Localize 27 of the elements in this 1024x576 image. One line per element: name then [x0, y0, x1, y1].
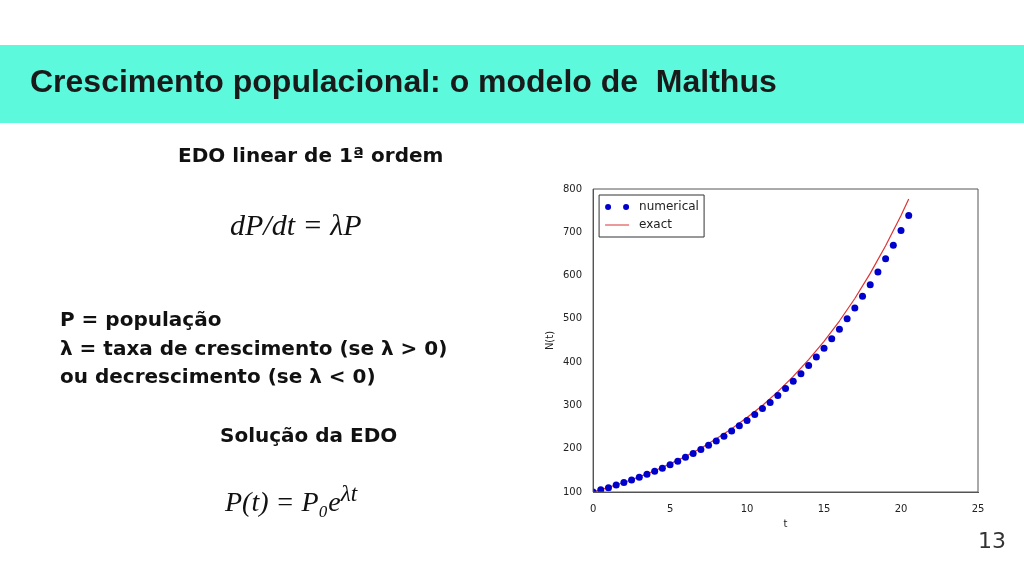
x-tick-label: 5: [666, 502, 674, 514]
x-tick-label: 0: [589, 502, 597, 514]
x-tick-label: 10: [740, 502, 754, 514]
text: EDO linear de 1ª ordem: [178, 143, 444, 167]
y-tick-label: 700: [562, 225, 583, 237]
y-tick-label: 600: [562, 269, 583, 281]
x-tick-label: 25: [971, 502, 985, 514]
y-tick-label: 500: [562, 312, 583, 324]
x-tick-label: 20: [894, 502, 908, 514]
y-tick-label: 400: [562, 355, 583, 367]
text: P(t) = P₀e$^{λt}$: [225, 480, 358, 519]
y-tick-label: 200: [562, 442, 583, 454]
text: P = população: [60, 307, 222, 331]
y-tick-label: 800: [562, 182, 583, 194]
text: λ = taxa de crescimento (se λ > 0): [60, 336, 448, 360]
legend-label: exact: [639, 217, 673, 232]
legend-label: numerical: [639, 199, 699, 214]
chart-title: Crescimento populacional: o modelo de Malthus: [30, 63, 777, 100]
text: 13: [978, 528, 1006, 553]
y-axis-title: N(t): [543, 330, 555, 351]
text: ou decrescimento (se λ < 0): [60, 364, 376, 388]
text: dP/dt = λP: [230, 208, 362, 242]
x-axis-title: t: [783, 517, 788, 529]
y-tick-label: 100: [562, 485, 583, 497]
text: Solução da EDO: [220, 423, 398, 447]
x-tick-label: 15: [817, 502, 831, 514]
y-tick-label: 300: [562, 399, 583, 411]
